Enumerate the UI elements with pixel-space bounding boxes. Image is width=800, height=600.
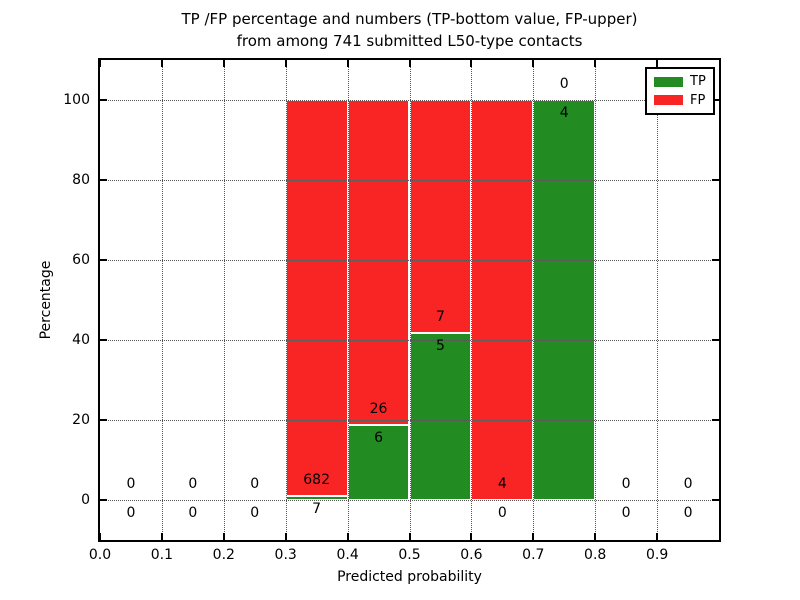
v-gridline (657, 60, 659, 540)
fp-count-label: 0 (126, 476, 136, 492)
x-tick-mark (284, 533, 287, 540)
fp-count-label: 26 (369, 401, 388, 417)
v-gridline (161, 60, 163, 540)
x-tick-label: 0.5 (398, 547, 421, 563)
bar-tp-segment (409, 333, 472, 500)
fp-count-label: 0 (621, 476, 631, 492)
v-gridline (533, 60, 535, 540)
y-tick-mark (712, 339, 719, 341)
tp-count-label: 7 (312, 500, 322, 517)
plot-area: TP FP 0 0 0 0 0 0 682 7 26 6 7 5 4 0 0 4 0 0 0 0 (98, 58, 721, 542)
x-tick-label: 0.1 (150, 547, 174, 563)
tp-count-label: 0 (126, 505, 136, 521)
fp-count-label: 0 (250, 476, 260, 492)
y-tick-mark (100, 339, 107, 341)
tp-count-label: 5 (435, 338, 445, 355)
x-tick-mark (594, 533, 597, 540)
fp-count-label: 4 (497, 476, 507, 492)
legend-item-tp: TP (647, 75, 713, 88)
x-tick-mark (532, 60, 535, 67)
y-tick-label: 20 (72, 412, 90, 428)
x-tick-mark (408, 533, 411, 540)
x-tick-mark (160, 533, 163, 540)
fp-count-label: 0 (188, 476, 198, 492)
tp-count-label: 0 (188, 505, 198, 521)
bar-fp-segment (347, 100, 410, 425)
v-gridline (347, 60, 349, 540)
v-gridline (471, 60, 473, 540)
x-tick-mark (594, 60, 597, 67)
x-tick-label: 0.8 (584, 547, 607, 563)
y-tick-mark (100, 99, 107, 101)
x-tick-mark (408, 60, 411, 67)
fp-count-label: 0 (683, 476, 693, 492)
y-tick-label: 40 (72, 332, 90, 348)
bar-fp-segment (409, 100, 472, 334)
x-tick-mark (222, 533, 225, 540)
v-gridline (409, 60, 411, 540)
x-tick-label: 0.7 (522, 547, 545, 563)
x-tick-label: 0.2 (212, 547, 235, 563)
v-gridline (285, 60, 287, 540)
y-axis-label: Percentage (38, 260, 54, 340)
x-tick-mark (284, 60, 287, 67)
legend-label-tp: TP (690, 74, 706, 90)
chart-title: TP /FP percentage and numbers (TP-bottom… (181, 10, 638, 28)
legend-label-fp: FP (690, 92, 706, 108)
y-tick-mark (100, 179, 107, 181)
x-tick-mark (346, 60, 349, 67)
legend-swatch-fp (654, 95, 683, 106)
x-tick-label: 0.6 (460, 547, 483, 563)
fp-count-label: 7 (435, 309, 445, 326)
x-tick-mark (160, 60, 163, 67)
x-tick-mark (99, 533, 101, 540)
x-tick-label: 0.4 (336, 547, 359, 563)
bar-fp-segment (285, 100, 348, 496)
x-tick-mark (470, 533, 473, 540)
y-tick-mark (712, 499, 719, 501)
y-tick-mark (100, 499, 107, 501)
x-axis-label: Predicted probability (337, 569, 482, 585)
tp-count-label: 0 (497, 505, 507, 521)
bar-fp-segment (471, 100, 534, 500)
x-tick-mark (470, 60, 473, 67)
y-tick-mark (712, 179, 719, 181)
v-gridline (223, 60, 225, 540)
y-tick-label: 80 (72, 172, 90, 188)
y-tick-mark (100, 419, 107, 421)
x-tick-mark (656, 60, 659, 67)
legend: TP FP (645, 67, 715, 115)
x-tick-label: 0.0 (88, 547, 112, 563)
x-tick-mark (346, 533, 349, 540)
y-tick-mark (100, 259, 107, 261)
y-tick-mark (712, 259, 719, 261)
tp-count-label: 0 (621, 505, 631, 521)
chart-title-block: TP /FP percentage and numbers (TP-bottom… (98, 8, 721, 52)
x-tick-mark (222, 60, 225, 67)
tp-count-label: 4 (559, 105, 569, 121)
x-tick-mark (532, 533, 535, 540)
v-gridline (595, 60, 597, 540)
y-tick-label: 60 (72, 252, 90, 268)
legend-item-fp: FP (647, 94, 713, 107)
y-tick-mark (712, 99, 719, 101)
tp-count-label: 6 (374, 430, 384, 446)
fp-count-label: 682 (303, 471, 331, 488)
bar-tp-segment (347, 425, 410, 500)
x-tick-label: 0.9 (645, 547, 669, 563)
tp-count-label: 0 (250, 505, 260, 521)
y-tick-label: 100 (63, 92, 90, 108)
x-tick-mark (99, 60, 101, 67)
legend-swatch-tp (654, 76, 683, 87)
tp-count-label: 0 (683, 505, 693, 521)
x-tick-label: 0.3 (274, 547, 297, 563)
fp-count-label: 0 (559, 76, 569, 92)
y-tick-mark (712, 419, 719, 421)
bar-tp-segment (533, 100, 596, 500)
x-tick-mark (656, 533, 659, 540)
chart-subtitle: from among 741 submitted L50-type contac… (236, 32, 583, 50)
y-tick-label: 0 (81, 492, 90, 508)
